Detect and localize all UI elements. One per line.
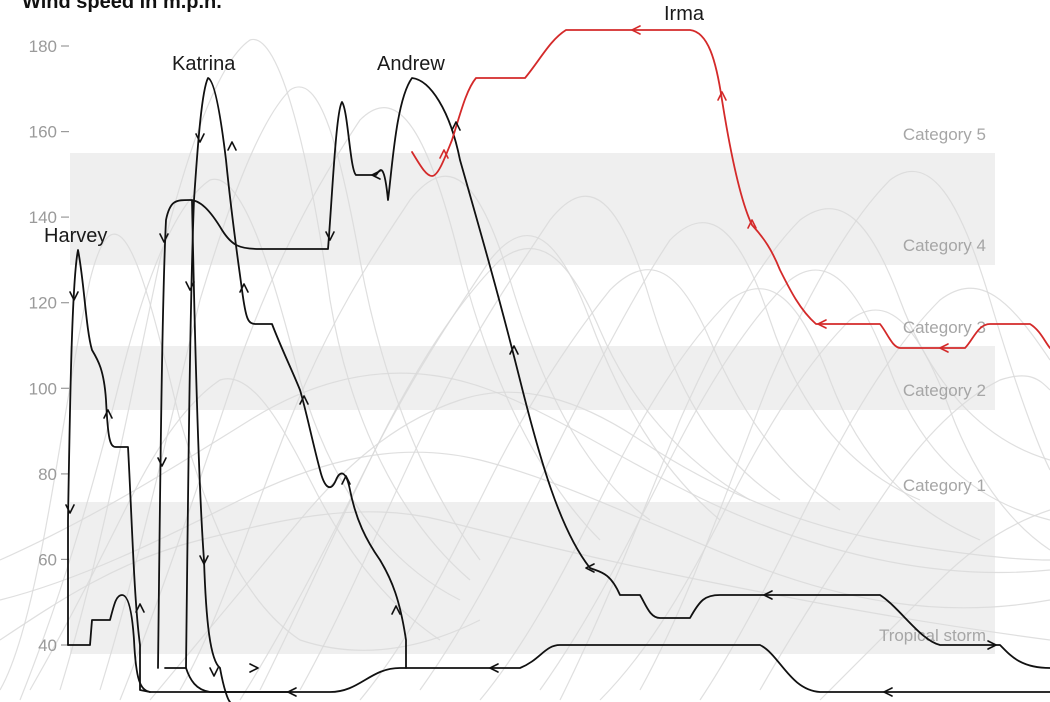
arrow-marker <box>817 319 827 329</box>
arrow-marker <box>325 231 335 241</box>
harvey-line <box>67 594 1050 693</box>
bg-track <box>559 208 1050 701</box>
y-tick-label: 160 <box>29 123 57 142</box>
arrow-marker <box>585 563 595 573</box>
bg-track <box>0 372 1050 574</box>
band-label-category-1: Category 1 <box>903 476 986 495</box>
bg-track <box>759 375 1050 691</box>
bg-track <box>239 235 721 701</box>
bg-track <box>699 287 1050 701</box>
bg-track <box>639 170 1050 691</box>
arrow-marker <box>451 121 461 131</box>
band-labels: Category 5 Category 4 Category 3 Categor… <box>879 125 986 645</box>
harvey-label: Harvey <box>44 225 107 247</box>
katrina-line <box>191 199 231 702</box>
arrow-marker <box>209 667 219 677</box>
arrow-marker <box>135 603 145 613</box>
arrow-marker <box>157 457 167 467</box>
bg-track <box>299 195 781 691</box>
band-label-category-3: Category 3 <box>903 318 986 337</box>
band-label-category-5: Category 5 <box>903 125 986 144</box>
chart-title: Wind speed in m.p.h. <box>22 0 222 13</box>
band-tropical-storm <box>70 502 995 654</box>
bg-track <box>259 247 751 691</box>
arrow-marker <box>199 555 209 565</box>
series-irma: Irma <box>411 3 1050 349</box>
arrow-marker <box>763 590 773 600</box>
bg-track <box>99 86 481 691</box>
bg-track <box>29 378 441 691</box>
arrow-marker <box>439 149 449 159</box>
y-tick-label: 180 <box>29 37 57 56</box>
band-category-2 <box>70 346 995 410</box>
arrow-marker <box>987 640 997 650</box>
katrina-line <box>157 77 1050 669</box>
y-tick-label: 40 <box>38 636 57 655</box>
katrina-label: Katrina <box>172 53 236 75</box>
harvey-line <box>67 249 151 693</box>
arrow-marker <box>195 133 205 143</box>
bg-track <box>819 509 1050 701</box>
arrow-marker <box>509 345 519 355</box>
bg-track <box>539 269 1050 691</box>
arrow-marker <box>883 687 893 697</box>
bg-track <box>119 107 601 701</box>
arrow-marker <box>249 663 259 673</box>
bg-track <box>179 175 651 691</box>
category-bands <box>70 153 995 654</box>
arrow-marker <box>371 170 381 180</box>
arrow-marker <box>185 281 195 291</box>
irma-label: Irma <box>664 3 705 25</box>
arrow-marker <box>747 219 757 229</box>
katrina-line <box>185 667 289 693</box>
series-harvey: Harvey <box>44 225 1050 693</box>
bg-track <box>149 391 1050 701</box>
series-andrew: Andrew <box>377 53 445 75</box>
arrow-marker <box>103 409 113 419</box>
bg-track <box>359 269 841 701</box>
y-tick-label: 140 <box>29 208 57 227</box>
y-tick-label: 120 <box>29 294 57 313</box>
bg-track <box>19 178 461 701</box>
y-tick-label: 80 <box>38 465 57 484</box>
arrow-marker <box>717 91 727 101</box>
direction-arrows <box>65 25 997 697</box>
band-label-tropical-storm: Tropical storm <box>879 626 986 645</box>
series-katrina: Katrina <box>157 53 1050 702</box>
arrow-marker <box>489 663 499 673</box>
andrew-label: Andrew <box>377 53 445 75</box>
arrow-marker <box>287 687 297 697</box>
arrow-marker <box>939 343 949 353</box>
arrow-marker <box>631 25 641 35</box>
arrow-marker <box>159 233 169 243</box>
arrow-marker <box>341 475 351 485</box>
arrow-marker <box>69 291 79 301</box>
irma-line <box>411 29 1050 349</box>
katrina-line <box>164 77 407 669</box>
arrow-marker <box>65 504 75 514</box>
y-axis: 40 60 80 100 120 140 160 180 <box>29 37 69 655</box>
arrow-marker <box>299 395 309 405</box>
bg-track <box>419 222 921 691</box>
bg-track <box>0 451 1050 609</box>
arrow-marker <box>227 141 237 151</box>
arrow-marker <box>239 283 249 293</box>
band-label-category-4: Category 4 <box>903 236 986 255</box>
y-tick-label: 60 <box>38 550 57 569</box>
bg-track <box>59 39 471 691</box>
arrow-marker <box>391 605 401 615</box>
bg-track <box>0 511 1050 641</box>
y-tick-label: 100 <box>29 379 57 398</box>
band-label-category-2: Category 2 <box>903 381 986 400</box>
bg-track <box>479 288 981 701</box>
